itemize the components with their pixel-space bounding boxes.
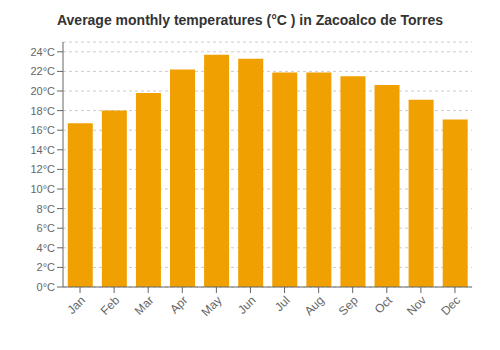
- svg-text:Oct: Oct: [372, 293, 396, 317]
- svg-text:Jun: Jun: [235, 293, 259, 317]
- svg-text:14°C: 14°C: [30, 144, 55, 156]
- svg-text:Nov: Nov: [404, 293, 429, 318]
- svg-text:Apr: Apr: [167, 293, 190, 316]
- svg-text:Sep: Sep: [336, 293, 361, 318]
- svg-text:2°C: 2°C: [37, 261, 56, 273]
- svg-text:Aug: Aug: [302, 293, 327, 318]
- svg-text:24°C: 24°C: [30, 46, 55, 58]
- svg-text:10°C: 10°C: [30, 183, 55, 195]
- svg-text:18°C: 18°C: [30, 105, 55, 117]
- svg-text:Mar: Mar: [132, 293, 157, 318]
- svg-text:8°C: 8°C: [37, 203, 56, 215]
- svg-text:Jan: Jan: [65, 293, 89, 317]
- svg-text:Dec: Dec: [438, 293, 463, 318]
- svg-text:4°C: 4°C: [37, 242, 56, 254]
- svg-text:20°C: 20°C: [30, 85, 55, 97]
- svg-text:16°C: 16°C: [30, 124, 55, 136]
- svg-text:Jul: Jul: [272, 293, 293, 314]
- svg-text:May: May: [199, 293, 225, 319]
- svg-text:Feb: Feb: [98, 293, 123, 318]
- html-text:Average monthly temperatures (: Average monthly temperatures (°C ) in Za…: [57, 12, 443, 28]
- svg-text:12°C: 12°C: [30, 163, 55, 175]
- svg-text:6°C: 6°C: [37, 222, 56, 234]
- svg-text:0°C: 0°C: [37, 281, 56, 293]
- svg-text:22°C: 22°C: [30, 65, 55, 77]
